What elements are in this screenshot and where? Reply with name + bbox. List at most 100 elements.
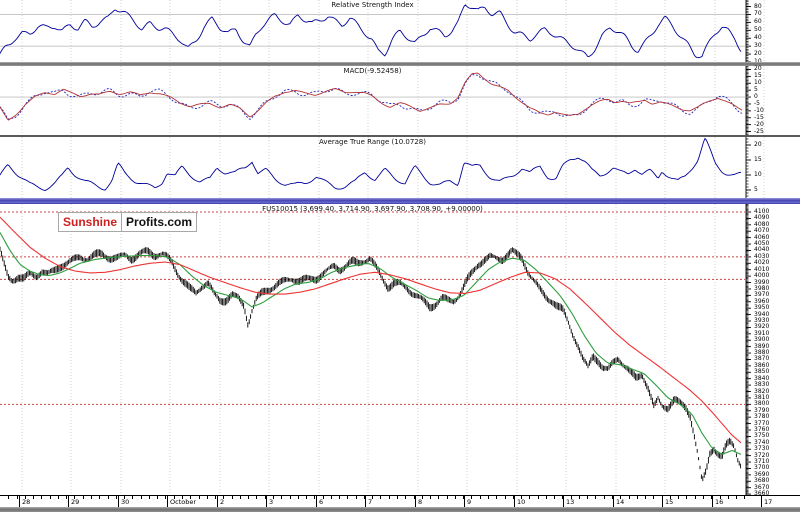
- price-axis-label: 3710: [754, 458, 770, 466]
- date-minor-tick: [438, 496, 440, 499]
- rsi-axis-label: 50: [754, 26, 762, 34]
- date-minor-tick: [272, 496, 274, 499]
- price-axis-label: 3820: [754, 387, 770, 395]
- price-axis-label: 3970: [754, 291, 770, 299]
- date-label: 9: [467, 498, 472, 506]
- date-label: 2: [220, 498, 225, 506]
- date-label: 6: [319, 498, 324, 506]
- panel-splitter[interactable]: [0, 135, 800, 137]
- date-minor-tick: [306, 496, 307, 499]
- date-tick: [68, 496, 69, 507]
- date-minor-tick: [173, 496, 175, 499]
- date-minor-tick: [678, 496, 680, 499]
- macd-axis-label: -10: [754, 106, 764, 114]
- price-axis-label: 3940: [754, 310, 770, 318]
- date-minor-tick: [256, 496, 258, 499]
- macd-line-series: [0, 74, 743, 120]
- date-minor-tick: [99, 496, 101, 499]
- date-tick: [464, 496, 465, 507]
- date-minor-tick: [66, 496, 68, 499]
- panel-splitter-main[interactable]: [0, 198, 800, 204]
- date-minor-tick: [661, 496, 663, 499]
- logo-sunshine-text: Sunshine: [59, 213, 123, 231]
- price-axis-label: 3760: [754, 425, 770, 433]
- date-minor-tick: [330, 496, 332, 499]
- macd-plot[interactable]: [0, 66, 800, 135]
- price-axis-label: 3810: [754, 393, 770, 401]
- price-axis-label: 3910: [754, 329, 770, 337]
- date-tick: [167, 496, 168, 507]
- date-minor-tick: [322, 496, 324, 499]
- date-minor-tick: [132, 496, 134, 499]
- price-axis-label: 4100: [754, 208, 770, 215]
- date-minor-tick: [504, 496, 506, 499]
- atr-axis-label: 20: [754, 141, 762, 148]
- date-minor-tick: [487, 496, 489, 499]
- date-minor-tick: [554, 496, 556, 499]
- price-axis-label: 3900: [754, 336, 770, 344]
- date-minor-tick: [33, 496, 35, 499]
- macd-axis-label: -5: [754, 99, 760, 107]
- date-minor-tick: [736, 496, 737, 499]
- macd-axis-label: -15: [754, 113, 764, 121]
- date-minor-tick: [454, 496, 456, 499]
- date-minor-tick: [248, 496, 250, 499]
- date-minor-tick: [289, 496, 291, 499]
- date-label: 15: [665, 498, 674, 506]
- atr-series: [0, 137, 742, 191]
- price-axis-label: 3790: [754, 406, 770, 414]
- price-plot[interactable]: [0, 203, 800, 495]
- price-axis-label: 3690: [754, 470, 770, 478]
- date-minor-tick: [496, 496, 498, 499]
- date-minor-tick: [744, 496, 746, 499]
- date-minor-tick: [471, 496, 473, 499]
- date-minor-tick: [686, 496, 688, 499]
- date-tick: [415, 496, 416, 507]
- date-minor-tick: [339, 496, 341, 499]
- atr-axis-label: 5: [754, 185, 758, 193]
- date-minor-tick: [421, 496, 423, 499]
- price-axis-label: 3700: [754, 464, 770, 472]
- date-minor-tick: [206, 496, 208, 499]
- date-tick: [514, 496, 515, 507]
- bottom-scrollbar[interactable]: [0, 507, 800, 512]
- date-minor-tick: [463, 496, 465, 499]
- rsi-axis-label: 30: [754, 42, 762, 50]
- date-minor-tick: [8, 496, 10, 499]
- price-axis-label: 4010: [754, 265, 770, 273]
- sunshineprofits-logo[interactable]: Sunshine Profits.com: [58, 212, 198, 232]
- date-minor-tick: [388, 496, 390, 499]
- price-axis-label: 4090: [754, 214, 770, 222]
- price-axis-label: 4050: [754, 240, 770, 248]
- price-panel: FUS10015 (3,699.40, 3,714.90, 3,697.90, …: [0, 203, 800, 497]
- price-bars-series: [0, 246, 742, 482]
- date-minor-tick: [74, 496, 76, 499]
- rsi-axis-label: 70: [754, 10, 762, 18]
- price-axis-label: 4070: [754, 227, 770, 235]
- price-axis-label: 4000: [754, 272, 770, 280]
- rsi-plot[interactable]: [0, 0, 800, 63]
- date-minor-tick: [537, 496, 539, 499]
- date-minor-tick: [702, 496, 704, 499]
- date-minor-tick: [107, 496, 109, 499]
- price-axis-label: 3920: [754, 323, 770, 331]
- date-minor-tick: [628, 496, 630, 499]
- date-minor-tick: [82, 496, 84, 499]
- date-minor-tick: [397, 496, 398, 499]
- price-axis-label: 3880: [754, 349, 770, 357]
- atr-plot[interactable]: [0, 137, 800, 198]
- date-label: 30: [121, 498, 130, 506]
- date-minor-tick: [124, 496, 125, 499]
- price-axis-label: 3930: [754, 317, 770, 324]
- price-axis-label: 3870: [754, 355, 770, 363]
- date-tick: [118, 496, 119, 507]
- date-minor-tick: [281, 496, 283, 499]
- price-axis-label: 3950: [754, 304, 770, 312]
- date-minor-tick: [512, 496, 514, 499]
- date-minor-tick: [91, 496, 92, 499]
- date-label: 8: [418, 498, 423, 506]
- price-axis-label: 3980: [754, 284, 770, 292]
- rsi-panel: Relative Strength Index 8070605040302010: [0, 0, 800, 65]
- panel-splitter[interactable]: [0, 62, 800, 66]
- date-minor-tick: [347, 496, 349, 499]
